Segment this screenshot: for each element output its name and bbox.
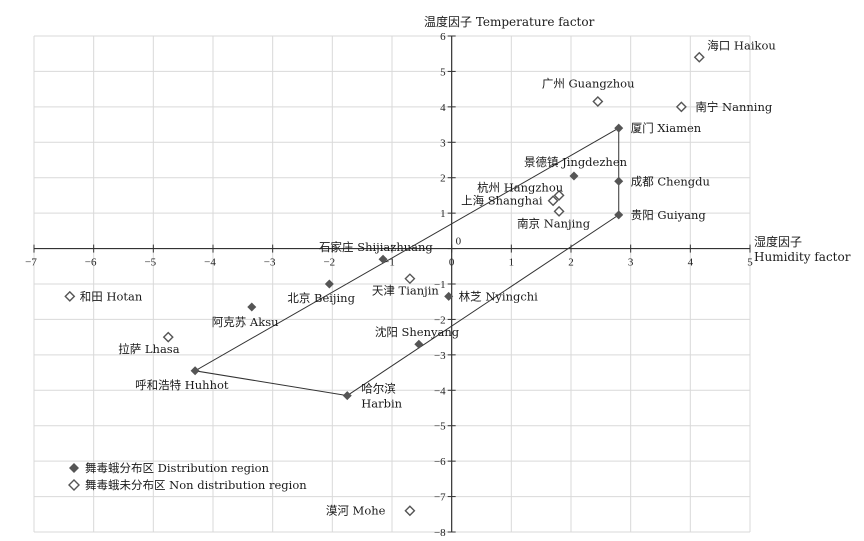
- x-tick-label: 0: [449, 257, 455, 269]
- y-tick-label: 6: [440, 31, 446, 43]
- point-label: 广州 Guangzhou: [542, 77, 635, 91]
- point-non-distribution: [162, 331, 174, 343]
- y-tick-label: −7: [434, 492, 446, 504]
- point-label: 和田 Hotan: [80, 289, 143, 303]
- point-label: 沈阳 Shenyang: [375, 325, 460, 339]
- y-tick-label: 5: [440, 66, 446, 78]
- y-tick-label: −2: [434, 314, 446, 326]
- point-distribution: [444, 291, 454, 301]
- y-tick-label: −8: [434, 527, 446, 539]
- x-tick-label: 5: [747, 257, 753, 269]
- y-tick-label: 3: [440, 137, 446, 149]
- point-non-distribution: [693, 51, 705, 63]
- legend-distribution-label: 舞毒蛾分布区 Distribution region: [85, 461, 270, 475]
- point-label: 成都 Chengdu: [631, 174, 710, 188]
- point-non-distribution: [592, 96, 604, 108]
- tick-labels: −7 −6 −5 −4 −3 −2 −1 0 1 2 3 4 5−8−7−6−5−4−3−2−11234…: [25, 31, 753, 539]
- point-label: 上海 Shanghai: [461, 194, 543, 208]
- y-tick-label: −6: [434, 456, 446, 468]
- point-non-distribution: [675, 101, 687, 113]
- point-label: 石家庄 Shijiazhuang: [319, 240, 433, 254]
- x-tick-label: −4: [204, 257, 216, 269]
- x-tick-label: 4: [688, 257, 694, 269]
- point-label: 漠河 Mohe: [326, 504, 386, 518]
- point-label: 呼和浩特 Huhhot: [135, 378, 229, 392]
- x-tick-label: 3: [628, 257, 634, 269]
- point-non-distribution: [553, 189, 565, 201]
- point-label: 杭州 Hangzhou: [477, 180, 563, 194]
- point-label: 南京 Nanjing: [517, 216, 591, 230]
- y-tick-label: −3: [434, 350, 446, 362]
- data-points: [64, 51, 705, 517]
- point-distribution: [614, 176, 624, 186]
- x-tick-label: −2: [323, 257, 335, 269]
- point-label: Harbin: [361, 397, 402, 411]
- point-distribution: [614, 123, 624, 133]
- point-distribution: [324, 279, 334, 289]
- point-distribution: [569, 171, 579, 181]
- point-non-distribution: [553, 205, 565, 217]
- legend: 舞毒蛾分布区 Distribution region 舞毒蛾未分布区 Non d…: [68, 461, 307, 492]
- point-distribution: [342, 391, 352, 401]
- y-tick-label: 2: [440, 173, 446, 185]
- point-label: 贵阳 Guiyang: [631, 208, 707, 222]
- point-non-distribution: [547, 195, 559, 207]
- point-label: 北京 Beijing: [287, 291, 355, 305]
- x-tick-label: −7: [25, 257, 37, 269]
- legend-hollow-diamond-icon: [68, 479, 80, 491]
- x-axis-title-en: Humidity factor: [754, 250, 851, 264]
- axes: [33, 35, 751, 533]
- x-tick-label: −6: [85, 257, 97, 269]
- point-non-distribution: [404, 505, 416, 517]
- x-tick-label: −1: [383, 257, 395, 269]
- point-non-distribution: [64, 290, 76, 302]
- x-tick-label: 1: [509, 257, 515, 269]
- point-distribution: [378, 254, 388, 264]
- y-tick-label: −1: [434, 279, 446, 291]
- point-distribution: [247, 302, 257, 312]
- point-label: 哈尔滨: [361, 382, 396, 396]
- point-label: 拉萨 Lhasa: [118, 342, 179, 356]
- x-tick-label: −5: [144, 257, 156, 269]
- point-label: 景德镇 Jingdezhen: [524, 155, 628, 169]
- x-axis-title-cn: 湿度因子: [754, 234, 802, 249]
- point-label: 阿克苏 Aksu: [212, 315, 279, 329]
- y-tick-label: 4: [440, 102, 446, 114]
- point-distribution: [614, 210, 624, 220]
- point-label: 海口 Haikou: [707, 38, 776, 52]
- y-axis-title: 温度因子 Temperature factor: [424, 14, 595, 29]
- point-distribution: [190, 366, 200, 376]
- y-tick-label: −5: [434, 421, 446, 433]
- legend-non-distribution-label: 舞毒蛾未分布区 Non distribution region: [85, 478, 307, 492]
- origin-label: 0: [456, 236, 462, 248]
- point-distribution: [414, 339, 424, 349]
- y-tick-label: 1: [440, 208, 446, 220]
- point-label: 厦门 Xiamen: [631, 121, 702, 135]
- point-label: 南宁 Nanning: [695, 100, 772, 114]
- x-tick-label: −3: [264, 257, 276, 269]
- y-tick-label: −4: [434, 385, 446, 397]
- legend-filled-diamond-icon: [69, 463, 79, 473]
- point-non-distribution: [404, 273, 416, 285]
- x-tick-label: 2: [568, 257, 574, 269]
- point-label: 天津 Tianjin: [372, 284, 440, 298]
- point-label: 林芝 Nyingchi: [459, 289, 539, 303]
